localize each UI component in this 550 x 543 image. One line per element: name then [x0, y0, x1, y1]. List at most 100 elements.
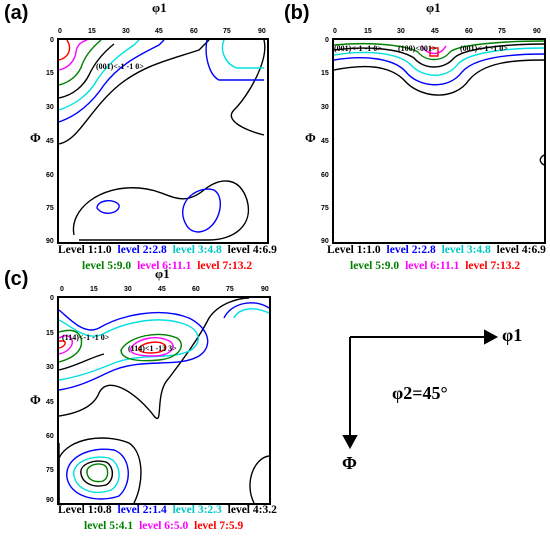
phi2-label: φ2=45°	[392, 383, 448, 403]
x-tick: 0	[60, 286, 64, 293]
contour-level-2	[334, 53, 544, 86]
y-tick: 30	[46, 364, 54, 371]
contour-level-2	[205, 40, 264, 81]
legend-level-3: level 3:2.3	[172, 504, 222, 516]
x-tick: 0	[333, 28, 337, 35]
panel-a-legend-line2: level 5:9.0 level 6:11.1 level 7:13.2	[82, 260, 255, 272]
x-tick: 45	[158, 286, 166, 293]
panel-b-annotation-right: (001)<-1 -1 0>	[460, 44, 508, 53]
legend-level-6: level 6:5.0	[139, 520, 189, 532]
contour-level-7	[429, 47, 439, 57]
panel-a-contours	[59, 40, 266, 241]
panel-a-x-axis-label: φ1	[152, 0, 167, 15]
contour-level-7	[59, 40, 71, 61]
legend-level-7: level 7:13.2	[197, 260, 253, 272]
panel-b-legend-line1: Level 1:1.0 level 2:2.8 level 3:4.8 leve…	[327, 244, 549, 256]
phi-arrowhead	[342, 435, 358, 450]
legend-level-4: level 4:3.2	[227, 504, 277, 516]
legend-level-2: level 2:2.8	[117, 244, 167, 256]
legend-level-7: level 7:5.9	[194, 520, 244, 532]
y-tick: 0	[50, 37, 54, 44]
phi1-arrowhead	[484, 329, 499, 345]
contour-level-2	[96, 200, 120, 214]
panel-c-annotation-center: (114)<1 -13 3>	[128, 344, 177, 353]
y-tick: 90	[46, 497, 54, 504]
contour-level-3	[221, 40, 264, 69]
legend-level-3: level 3:4.8	[441, 244, 491, 256]
y-tick: 15	[46, 70, 54, 77]
x-tick: 60	[465, 28, 473, 35]
x-tick: 75	[223, 28, 231, 35]
y-tick: 0	[325, 37, 329, 44]
x-tick: 60	[190, 28, 198, 35]
contour-level-3	[334, 47, 544, 76]
x-tick: 15	[88, 28, 96, 35]
contour-level-7	[59, 340, 66, 349]
x-tick: 0	[58, 28, 62, 35]
panel-b-contours	[334, 40, 544, 166]
legend-level-6: level 6:11.1	[137, 260, 192, 272]
x-tick: 90	[258, 28, 266, 35]
contour-level-6	[59, 40, 88, 71]
y-tick: 30	[321, 104, 329, 111]
legend-level-7: level 7:13.2	[465, 260, 521, 272]
contour-level-2	[181, 188, 222, 233]
panel-a-plot-area	[57, 38, 269, 244]
contour-level-4	[59, 43, 115, 99]
contour-level-4	[59, 353, 105, 371]
x-tick: 30	[122, 28, 130, 35]
panel-c-label: (c)	[4, 268, 29, 290]
y-tick: 30	[46, 104, 54, 111]
contour-level-6	[421, 45, 447, 55]
panel-c-contours	[59, 298, 269, 503]
contour-level-1	[249, 455, 269, 503]
legend-level-3: level 3:4.8	[172, 244, 222, 256]
y-tick: 75	[321, 205, 329, 212]
legend-level-4: level 4:6.9	[496, 244, 546, 256]
x-tick: 30	[124, 286, 132, 293]
y-tick: 90	[46, 238, 54, 245]
y-tick: 60	[321, 172, 329, 179]
contour-level-5	[59, 40, 102, 86]
contour-level-5	[86, 463, 109, 483]
x-tick: 45	[155, 28, 163, 35]
phi1-axis-label: φ1	[502, 325, 523, 345]
y-tick: 75	[46, 467, 54, 474]
y-tick: 90	[321, 238, 329, 245]
contour-level-5	[59, 329, 83, 363]
legend-level-4: level 4:6.9	[227, 244, 277, 256]
panel-a-label: (a)	[4, 2, 29, 24]
y-tick: 45	[46, 399, 54, 406]
x-tick: 90	[533, 28, 541, 35]
legend-level-5: level 5:9.0	[350, 260, 400, 272]
panel-c-x-axis-label: φ1	[155, 266, 170, 281]
panel-b-y-axis-label: Φ	[305, 130, 316, 145]
panel-a-legend-line1: Level 1:1.0 level 2:2.8 level 3:4.8 leve…	[58, 244, 280, 256]
y-tick: 15	[321, 70, 329, 77]
x-tick: 15	[90, 286, 98, 293]
contour-level-2	[223, 302, 269, 319]
legend-level-5: level 5:4.1	[84, 520, 134, 532]
contour-level-1	[59, 298, 250, 420]
x-tick: 75	[226, 286, 234, 293]
panel-b-annotation-center: (100)<001>	[398, 44, 437, 53]
y-tick: 45	[46, 138, 54, 145]
contour-level-2	[59, 40, 165, 123]
legend-level-2: level 2:1.4	[117, 504, 167, 516]
big-phi-axis-label: Φ	[342, 453, 357, 473]
x-tick: 75	[498, 28, 506, 35]
contour-level-3	[73, 456, 120, 494]
x-tick: 30	[397, 28, 405, 35]
panel-c-legend-line1: Level 1:0.8 level 2:1.4 level 3:2.3 leve…	[58, 504, 280, 516]
contour-level-3	[59, 319, 199, 381]
panel-c-annotation-left: (114)<-1 -1 0>	[62, 333, 110, 342]
legend-level-1: Level 1:1.0	[58, 244, 112, 256]
x-tick: 15	[364, 28, 372, 35]
legend-level-6: level 6:11.1	[405, 260, 460, 272]
y-tick: 60	[46, 433, 54, 440]
contour-level-2	[66, 448, 129, 500]
contour-level-1	[334, 59, 544, 96]
panel-b-plot-area	[332, 38, 546, 244]
legend-level-1: Level 1:1.0	[327, 244, 381, 256]
